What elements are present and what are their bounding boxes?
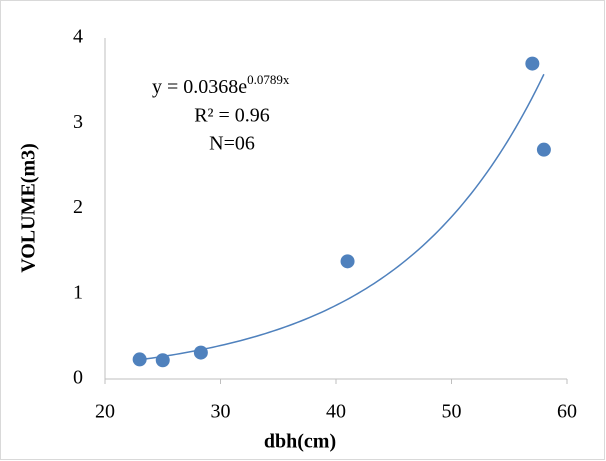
- x-tick-label: 20: [95, 401, 115, 423]
- x-tick-label: 30: [211, 401, 231, 423]
- x-tick-label: 50: [442, 401, 462, 423]
- y-tick-label: 4: [73, 26, 83, 48]
- y-tick-label: 2: [73, 196, 83, 218]
- y-tick-label: 1: [73, 281, 83, 303]
- y-axis-label: VOLUME(m3): [18, 143, 40, 273]
- data-point: [132, 352, 147, 367]
- r-squared: R² = 0.96: [194, 105, 270, 127]
- y-tick-label: 0: [73, 367, 83, 389]
- data-point: [536, 142, 551, 157]
- sample-size: N=06: [209, 133, 255, 155]
- x-tick-label: 40: [326, 401, 346, 423]
- x-tick-label: 60: [557, 401, 577, 423]
- data-point: [340, 254, 355, 269]
- data-point: [193, 345, 208, 360]
- trendline-equation: y = 0.0368e0.0789x: [152, 72, 290, 98]
- data-point: [155, 353, 170, 368]
- equation-base: y = 0.0368e: [152, 76, 247, 98]
- equation-exponent: 0.0789x: [247, 72, 290, 87]
- data-point: [525, 56, 540, 71]
- trendline: [139, 73, 545, 361]
- x-axis-label: dbh(cm): [264, 431, 336, 453]
- y-tick-label: 3: [73, 111, 83, 133]
